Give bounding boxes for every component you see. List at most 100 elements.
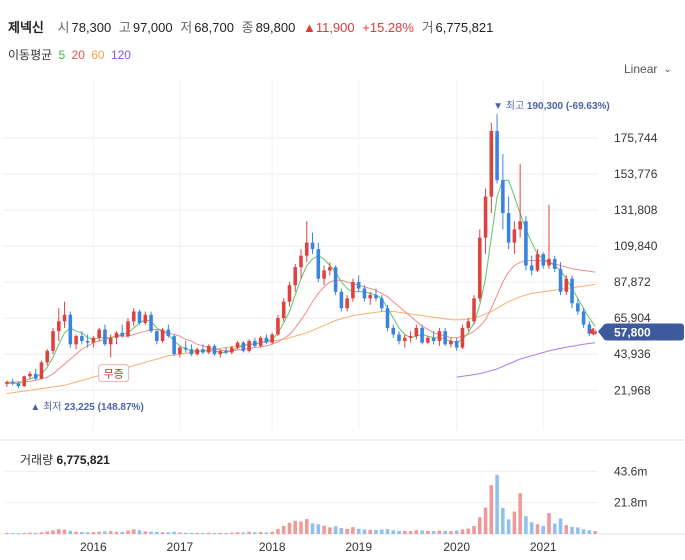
candle: [172, 334, 176, 356]
volume-title-label: 거래량: [20, 453, 54, 467]
candle-body: [374, 295, 378, 299]
volume-bar: [374, 529, 378, 534]
volume-bar: [477, 517, 482, 534]
change-value: ▲11,900: [302, 20, 355, 35]
candle: [155, 329, 159, 345]
candle-body: [33, 373, 38, 379]
volume-bar: [385, 529, 390, 534]
volume-bar: [166, 532, 171, 534]
candle-body: [564, 278, 569, 292]
candle-body: [426, 337, 430, 343]
ma-20: 20: [71, 48, 85, 62]
volume-bar: [518, 493, 522, 534]
volume-value: 6,775,821: [435, 20, 494, 35]
candle: [183, 341, 188, 353]
candle-body: [483, 196, 488, 238]
candle-body: [178, 347, 182, 355]
candle: [97, 327, 101, 342]
high-value: 97,000: [132, 20, 173, 35]
candle-body: [322, 270, 326, 279]
candle: [45, 349, 50, 366]
candle: [103, 324, 107, 346]
volume-bar: [241, 532, 246, 534]
candle-body: [51, 331, 55, 351]
volume-bar: [431, 531, 436, 534]
volume-bar: [39, 532, 44, 534]
candle: [287, 281, 292, 307]
candle-body: [166, 329, 171, 337]
volume-bar: [56, 529, 61, 534]
stock-name: 제넥신: [8, 20, 44, 35]
volume-bar: [189, 532, 194, 534]
candle-body: [68, 314, 73, 345]
candle: [28, 371, 32, 379]
candle-body: [120, 332, 125, 337]
candle-body: [466, 321, 471, 328]
volume-label: 거: [421, 20, 434, 35]
candle: [68, 311, 73, 348]
candle-body: [587, 324, 592, 334]
volume-bar: [10, 533, 15, 535]
candle-body: [160, 329, 165, 342]
candle: [137, 309, 142, 325]
volume-bar: [178, 532, 182, 534]
candle: [166, 324, 171, 338]
candle: [408, 331, 413, 343]
volume-bar: [351, 527, 355, 534]
volume-bar: [587, 530, 592, 534]
candle: [506, 196, 511, 250]
candle: [5, 380, 9, 387]
volume-bar: [137, 530, 142, 534]
volume-bar: [103, 531, 107, 534]
candle: [189, 344, 194, 356]
ma-120: 120: [110, 48, 131, 62]
candle: [304, 221, 309, 263]
candle: [339, 288, 344, 312]
moving-average-label: 이동평균: [8, 48, 53, 62]
volume-bar: [368, 529, 372, 534]
candle: [264, 334, 269, 345]
candle: [322, 265, 326, 286]
candle-body: [103, 329, 107, 345]
candle-body: [506, 213, 511, 243]
candle-body: [235, 342, 240, 348]
candle: [235, 341, 240, 350]
candle-body: [385, 308, 390, 328]
candle-body: [281, 301, 286, 319]
candle: [356, 275, 361, 292]
candle-body: [10, 382, 15, 384]
candle: [80, 331, 84, 345]
candle-body: [224, 350, 228, 353]
moving-average-legend[interactable]: 이동평균 5 20 60 120: [8, 46, 134, 63]
open-value: 78,300: [71, 20, 112, 35]
scale-toggle[interactable]: Linear ⌄: [624, 62, 672, 76]
ma-5: 5: [58, 48, 66, 62]
candle-body: [16, 383, 21, 387]
candle: [414, 324, 419, 340]
candle-body: [581, 311, 586, 325]
open-label: 시: [57, 20, 70, 35]
candle: [362, 285, 367, 302]
candle-body: [85, 341, 90, 343]
candle-body: [535, 254, 540, 271]
volume-bar: [126, 530, 130, 534]
candle-body: [472, 298, 476, 322]
candle: [85, 334, 90, 348]
volume-bar: [345, 528, 349, 534]
low-value: 68,700: [194, 20, 234, 35]
candle-body: [183, 347, 188, 350]
high-label: 고: [118, 20, 131, 35]
candle-body: [299, 255, 303, 268]
volume-bar: [28, 532, 32, 534]
candle-body: [39, 362, 44, 379]
last-price-pointer: [588, 327, 594, 336]
price-chart[interactable]: 175,744 153,776 131,808 109,840 87,872 65,904…: [0, 0, 685, 440]
candle-body: [328, 267, 332, 271]
candle-body: [5, 382, 9, 384]
candle-body: [391, 327, 396, 335]
volume-bar: [558, 518, 563, 534]
candle: [281, 298, 286, 322]
candle: [131, 308, 136, 327]
quote-header: 제넥신 시 78,300 고 97,000 저 68,700 종 89,800 ▲11,…: [8, 17, 493, 36]
volume-bar: [379, 529, 384, 534]
